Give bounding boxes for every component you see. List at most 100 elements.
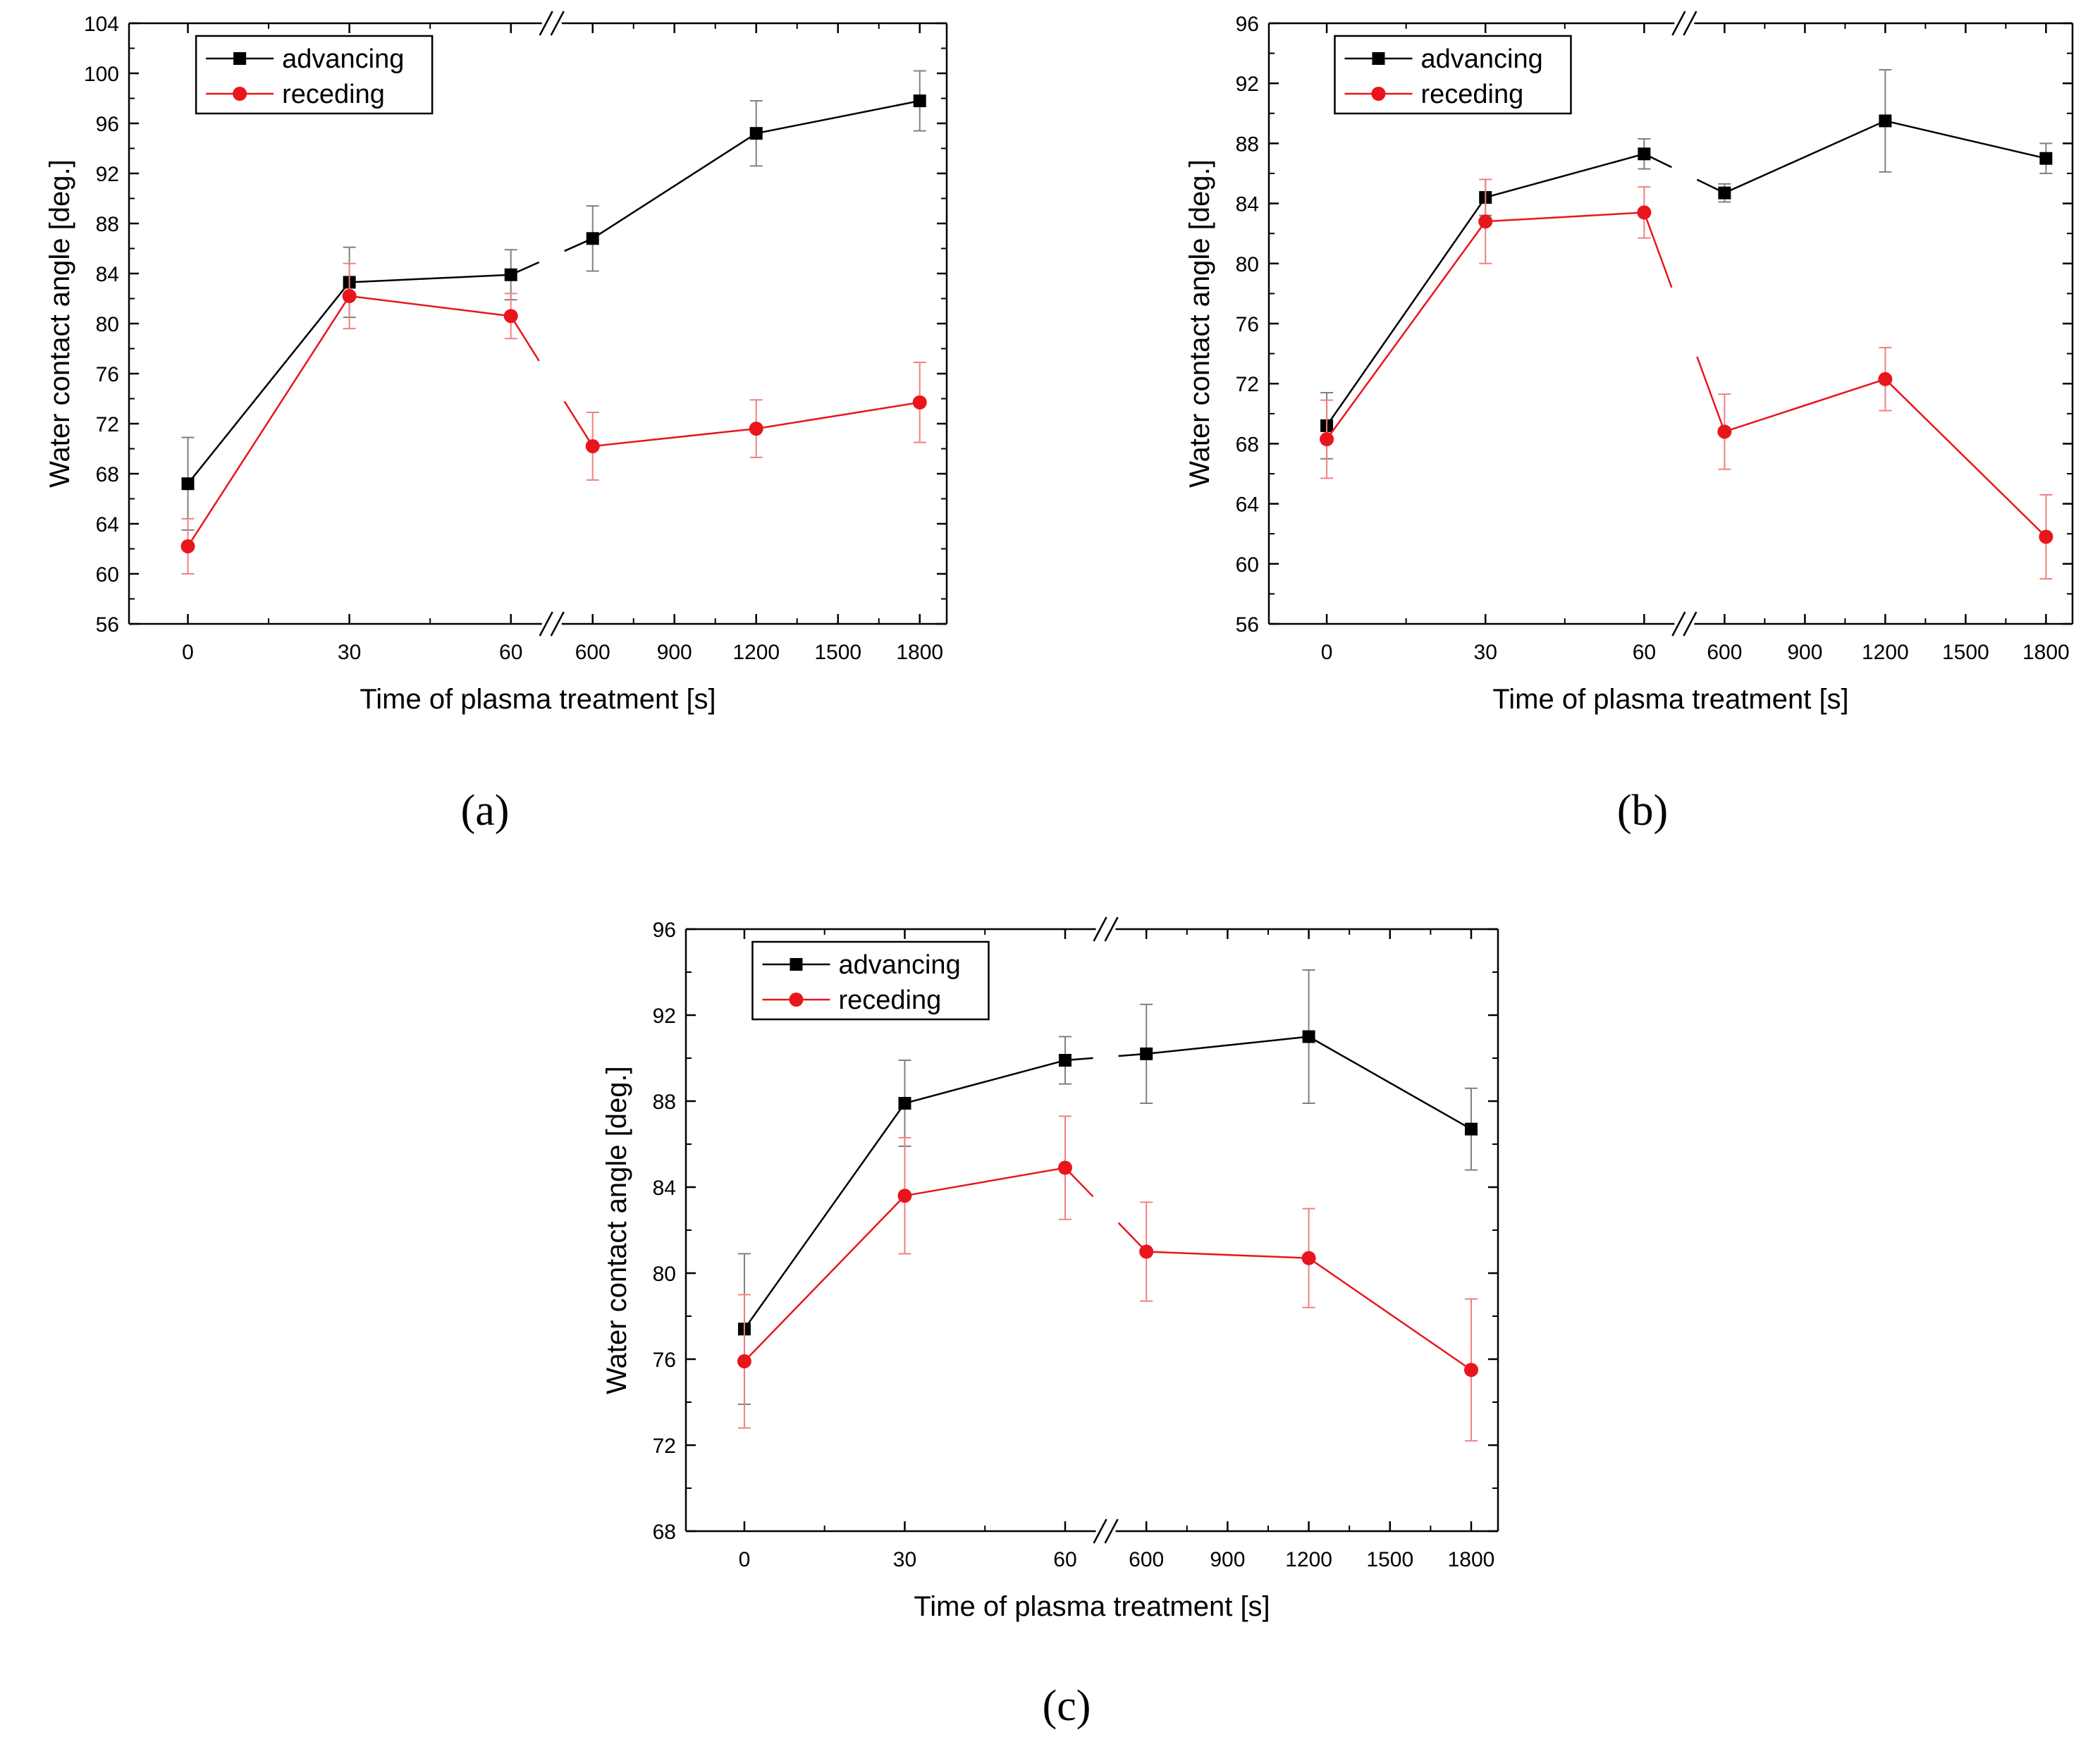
y-tick-label: 88 (653, 1091, 676, 1114)
series-line-advancing (1485, 153, 1645, 199)
series-line-receding (1146, 1251, 1309, 1259)
data-point-advancing (1302, 1030, 1315, 1043)
series-line-advancing (1326, 197, 1487, 426)
legend-label-advancing: advancing (282, 44, 404, 74)
y-tick-label: 80 (1236, 253, 1259, 276)
x-tick-label: 1500 (814, 641, 861, 664)
data-point-receding (1139, 1244, 1154, 1259)
axis-break-bottom-mark (1683, 611, 1697, 637)
axis-break-bottom-mark (1104, 1518, 1119, 1544)
y-tick-label: 68 (1236, 433, 1259, 456)
data-point-advancing (181, 477, 195, 491)
axis-break-bottom-mark (1093, 1518, 1107, 1544)
data-point-advancing (2039, 152, 2053, 165)
data-point-advancing (1140, 1047, 1153, 1060)
data-point-advancing (1464, 1122, 1478, 1136)
series-line-advancing (592, 133, 757, 240)
data-point-receding (737, 1354, 751, 1369)
y-tick-label: 56 (1236, 613, 1259, 637)
legend-box (751, 940, 990, 1021)
series-line-advancing (743, 1103, 906, 1330)
data-point-receding (585, 438, 600, 453)
y-tick-label: 60 (96, 563, 119, 587)
x-axis-title: Time of plasma treatment [s] (1492, 684, 1848, 715)
legend-marker-advancing (1372, 52, 1385, 65)
data-point-advancing (913, 94, 926, 108)
y-tick-label: 64 (96, 513, 119, 536)
x-tick-label: 1800 (1448, 1548, 1495, 1571)
series-line-receding (904, 1167, 1066, 1197)
panel-label-c: (c) (1043, 1682, 1091, 1730)
axis-break-top-mark (1671, 11, 1686, 36)
data-point-advancing (1638, 147, 1651, 161)
data-point-receding (1320, 432, 1334, 447)
data-point-advancing (749, 127, 763, 140)
axis-break-top-mark (539, 11, 553, 36)
panel-label-b: (b) (1617, 787, 1668, 835)
series-line-receding (349, 295, 511, 317)
legend-marker-receding (1371, 87, 1386, 101)
data-point-receding (1878, 372, 1893, 386)
data-point-receding (1057, 1160, 1072, 1175)
series-line-receding (1485, 211, 1645, 223)
axis-break-top-mark (1104, 916, 1119, 942)
y-tick-label: 88 (1236, 133, 1259, 156)
data-point-receding (897, 1189, 912, 1203)
series-line-receding (563, 400, 594, 447)
x-tick-label: 900 (1787, 641, 1822, 664)
x-tick-label: 30 (338, 641, 361, 664)
axis-break-bottom-mark (539, 611, 553, 637)
legend-marker-receding (789, 993, 804, 1007)
series-line-advancing (1724, 120, 1886, 194)
series-line-advancing (1146, 1036, 1309, 1055)
data-point-receding (1637, 205, 1652, 220)
y-tick-label: 76 (1236, 313, 1259, 336)
data-point-receding (1717, 424, 1732, 439)
data-point-receding (749, 422, 763, 436)
series-line-receding (744, 1195, 906, 1362)
x-tick-label: 1500 (1942, 641, 1989, 664)
chart-panel-a: 56 60 64 68 72 76 80 84 88 92 96 100 104 0 30 60 600 900 1… (44, 11, 948, 715)
data-point-advancing (586, 232, 599, 245)
series-line-advancing (1308, 1036, 1472, 1130)
legend-label-advancing: advancing (1420, 44, 1542, 74)
x-axis-title: Time of plasma treatment [s] (914, 1591, 1270, 1622)
series-line-receding (1884, 378, 2047, 538)
y-tick-label: 72 (1236, 373, 1259, 396)
axis-break-top-mark (550, 11, 565, 36)
legend-box (1334, 35, 1572, 115)
y-tick-label: 84 (96, 263, 119, 286)
x-tick-label: 900 (1210, 1548, 1245, 1571)
x-tick-label: 1800 (2022, 641, 2070, 664)
legend-marker-advancing (233, 52, 247, 65)
y-tick-label: 56 (96, 613, 119, 637)
x-tick-label: 600 (1707, 641, 1742, 664)
series-line-receding (592, 427, 756, 448)
axis-break-bottom-mark (550, 611, 565, 637)
x-tick-label: 60 (1053, 1548, 1076, 1571)
series-line-advancing (904, 1059, 1066, 1105)
data-point-receding (503, 309, 518, 324)
y-tick-label: 88 (96, 213, 119, 236)
y-tick-label: 72 (96, 413, 119, 436)
y-tick-label: 84 (1236, 193, 1259, 216)
data-point-receding (1478, 214, 1493, 229)
y-tick-label: 72 (653, 1435, 676, 1458)
data-point-receding (2039, 529, 2053, 544)
y-tick-label: 84 (653, 1177, 676, 1200)
series-line-advancing (1885, 120, 2046, 159)
x-tick-label: 1200 (1285, 1548, 1332, 1571)
y-tick-label: 68 (96, 463, 119, 486)
legend-label-receding: receding (1420, 80, 1523, 109)
panel-label-a: (a) (461, 787, 510, 835)
data-point-receding (1301, 1251, 1316, 1265)
data-point-advancing (1058, 1054, 1072, 1067)
series-line-receding (1643, 211, 1673, 288)
axis-break-top-mark (1683, 11, 1697, 36)
x-axis-title: Time of plasma treatment [s] (360, 684, 716, 715)
data-point-advancing (504, 268, 517, 281)
series-line-receding (1724, 378, 1886, 433)
data-point-receding (180, 539, 195, 553)
series-line-receding (756, 401, 920, 430)
